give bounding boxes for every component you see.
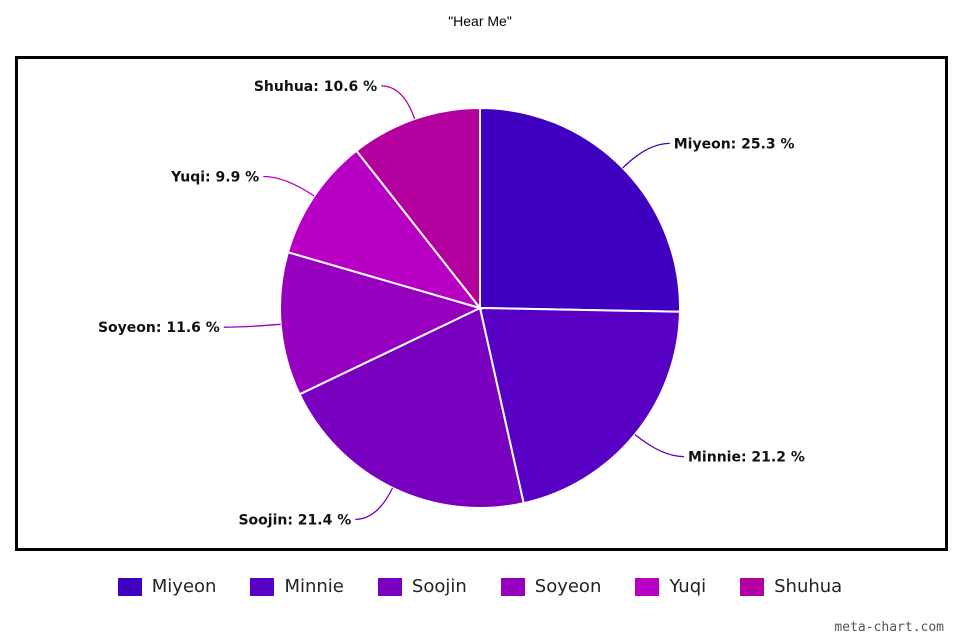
legend-item-miyeon: Miyeon — [117, 576, 217, 597]
slice-label-miyeon: Miyeon: 25.3 % — [674, 136, 795, 152]
watermark: meta-chart.com — [834, 620, 944, 635]
legend-item-yuqi: Yuqi — [635, 576, 706, 597]
legend-item-soyeon: Soyeon — [500, 576, 602, 597]
leader-line-soojin — [355, 487, 394, 521]
legend: Miyeon Minnie Soojin Soyeon Yuqi Shuhua — [0, 576, 960, 597]
slice-label-shuhua: Shuhua: 10.6 % — [254, 79, 377, 95]
legend-swatch-soojin — [377, 577, 402, 596]
legend-swatch-miyeon — [117, 577, 142, 596]
slice-label-soyeon: Soyeon: 11.6 % — [98, 320, 220, 336]
legend-item-soojin: Soojin — [377, 576, 467, 597]
legend-label-shuhua: Shuhua — [774, 576, 843, 597]
pie-slice-minnie — [478, 306, 681, 505]
pie-labels: Miyeon: 25.3 % Minnie: 21.2 % Soojin: 21.4… — [98, 79, 805, 528]
pie-slice-soyeon — [279, 250, 483, 396]
pie-slice-yuqi — [286, 149, 483, 310]
slice-label-minnie: Minnie: 21.2 % — [688, 450, 805, 466]
legend-swatch-shuhua — [740, 577, 765, 596]
legend-label-miyeon: Miyeon — [151, 576, 217, 597]
leader-line-yuqi — [263, 175, 315, 197]
chart-frame — [15, 56, 948, 551]
legend-label-minnie: Minnie — [284, 576, 344, 597]
pie-slice-miyeon — [479, 106, 681, 313]
slice-label-yuqi: Yuqi: 9.9 % — [170, 170, 259, 186]
legend-label-yuqi: Yuqi — [669, 576, 707, 597]
leader-line-soyeon — [223, 323, 281, 328]
legend-item-shuhua: Shuhua — [740, 576, 842, 597]
legend-swatch-soyeon — [500, 577, 525, 596]
legend-label-soojin: Soojin — [411, 576, 467, 597]
legend-item-minnie: Minnie — [250, 576, 344, 597]
leader-line-minnie — [634, 434, 685, 458]
leader-line-shuhua — [381, 85, 416, 120]
legend-swatch-minnie — [250, 577, 275, 596]
legend-label-soyeon: Soyeon — [534, 576, 602, 597]
chart-title: "Hear Me" — [448, 13, 512, 29]
slice-label-soojin: Soojin: 21.4 % — [238, 512, 351, 528]
leader-line-miyeon — [622, 142, 670, 169]
pie-slice-soojin — [298, 306, 525, 509]
pie-slices — [279, 106, 681, 509]
legend-swatch-yuqi — [635, 577, 660, 596]
